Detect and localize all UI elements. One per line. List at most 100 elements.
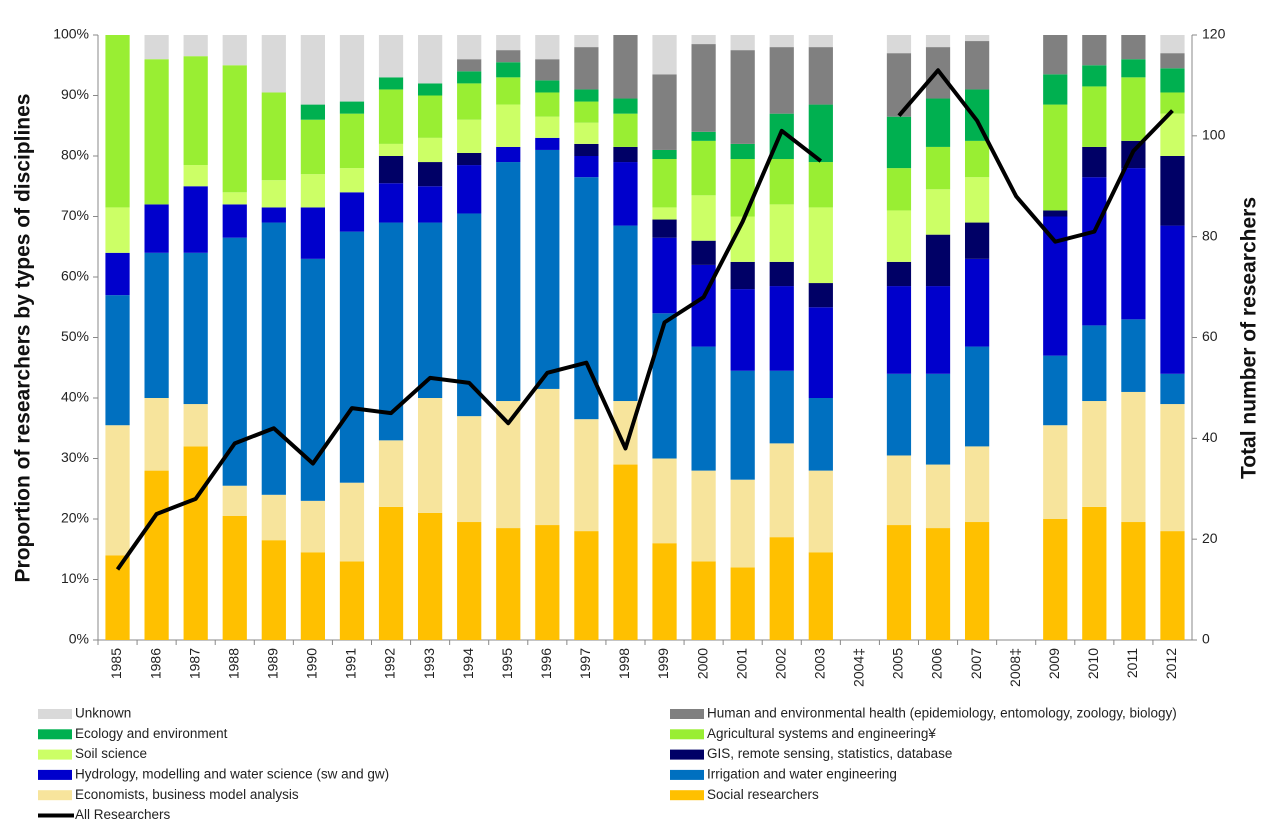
bar-segment (457, 83, 482, 120)
bar-segment (613, 113, 638, 147)
bar-segment (769, 286, 794, 371)
y-tick-label: 90% (61, 86, 89, 102)
bar-segment (652, 207, 677, 220)
bar-segment (1121, 59, 1146, 78)
bar-segment (730, 143, 755, 160)
bar-segment (496, 146, 521, 163)
bar-segment (378, 156, 404, 184)
bar-segment (300, 104, 326, 120)
bar-segment (339, 231, 365, 483)
legend-swatch (38, 790, 72, 801)
legend-swatch (38, 709, 72, 719)
bar-segment (886, 261, 912, 287)
legend-swatch (670, 729, 704, 740)
bar-segment (691, 131, 716, 141)
bar-segment (730, 261, 755, 290)
x-tick-label: 2005 (890, 648, 906, 679)
legend-swatch (670, 709, 704, 719)
legend-swatch (670, 790, 704, 801)
bar-segment (144, 35, 169, 60)
bar-segment (457, 71, 482, 84)
bar-segment (886, 286, 912, 374)
bar-segment (925, 35, 951, 48)
bar-segment (925, 464, 951, 529)
bar-segment (652, 237, 677, 314)
bar-segment (808, 207, 833, 284)
x-tick-label: 2004‡ (851, 648, 867, 687)
bar-segment (105, 252, 130, 296)
y-axis-title: Proportion of researchers by types of di… (12, 94, 35, 583)
bar-segment (535, 137, 560, 150)
bar-segment (613, 146, 638, 163)
bar-segment (691, 140, 716, 196)
bar-segment (730, 289, 755, 371)
bar-segment (652, 543, 677, 640)
bar-segment (496, 62, 521, 78)
bar-segment (964, 140, 990, 178)
bar-segment (769, 443, 794, 538)
line (115, 68, 1174, 571)
y2-tick-label: 100 (1202, 127, 1226, 143)
bar-segment (222, 65, 247, 193)
bar-segment (261, 494, 286, 541)
legend-swatch (670, 769, 704, 780)
bar-segment (808, 552, 833, 640)
bar-segment (730, 50, 755, 144)
bar-segment (613, 464, 638, 640)
bar-segment (652, 74, 677, 150)
legend-label: Agricultural systems and engineering¥ (707, 726, 936, 741)
bar-segment (730, 479, 755, 568)
bar-segment (652, 458, 677, 544)
bar-segment (144, 470, 169, 640)
x-tick-label: 1996 (538, 648, 554, 679)
bar-segment (300, 500, 326, 553)
bar-segment (378, 35, 404, 78)
x-tick-label: 1997 (577, 648, 593, 679)
bar-segment (261, 540, 286, 640)
bar-segment (378, 89, 404, 144)
y2-tick-label: 60 (1202, 328, 1218, 344)
bar-segment (222, 515, 247, 640)
bar-segment (964, 346, 990, 447)
bar-segment (925, 373, 951, 465)
bar-segment (183, 186, 208, 253)
plot-area: 0% 10% 20% 30% 40% 50% 60% 70% 80% 90% 100% 0 20 40 60… (53, 26, 1225, 687)
bar-segment (457, 59, 482, 72)
bar-segment (496, 50, 521, 63)
bar-segment (925, 189, 951, 235)
bar-segment (808, 283, 833, 308)
bar-segment (1082, 65, 1107, 87)
bar-segment (339, 561, 365, 640)
x-tick-label: 2003 (812, 648, 828, 679)
bar-segment (1160, 156, 1185, 226)
y-tick-label: 20% (61, 510, 89, 526)
bar-segment (613, 98, 638, 114)
y-tick-label: 70% (61, 207, 89, 223)
x-tick-label: 1995 (499, 648, 515, 679)
bar-segment (769, 370, 794, 444)
bar-segment (886, 116, 912, 169)
x-tick-label: 1986 (147, 648, 163, 679)
bar-segment (339, 101, 365, 114)
bar-segment (535, 388, 560, 526)
bar-segment (574, 419, 599, 532)
x-tick-label: 2001 (733, 648, 749, 679)
bar-segment (417, 398, 443, 513)
legend-swatch (670, 749, 704, 760)
x-tick-label: 1990 (304, 648, 320, 679)
x-tick-label: 1998 (616, 648, 632, 679)
bar-segment (535, 35, 560, 60)
x-tick-label: 2007 (968, 648, 984, 679)
bar-segment (925, 98, 951, 147)
y-tick-label: 40% (61, 389, 89, 405)
bar-segment (183, 252, 208, 405)
bar-segment (300, 174, 326, 208)
bar-segment (105, 35, 130, 208)
bar-segment (535, 149, 560, 389)
bar-segment (1043, 74, 1068, 105)
bar-segment (183, 35, 208, 57)
bar-segment (808, 35, 833, 48)
bar-segment (300, 207, 326, 259)
bar-segment (378, 183, 404, 223)
bar-segment (144, 252, 169, 398)
